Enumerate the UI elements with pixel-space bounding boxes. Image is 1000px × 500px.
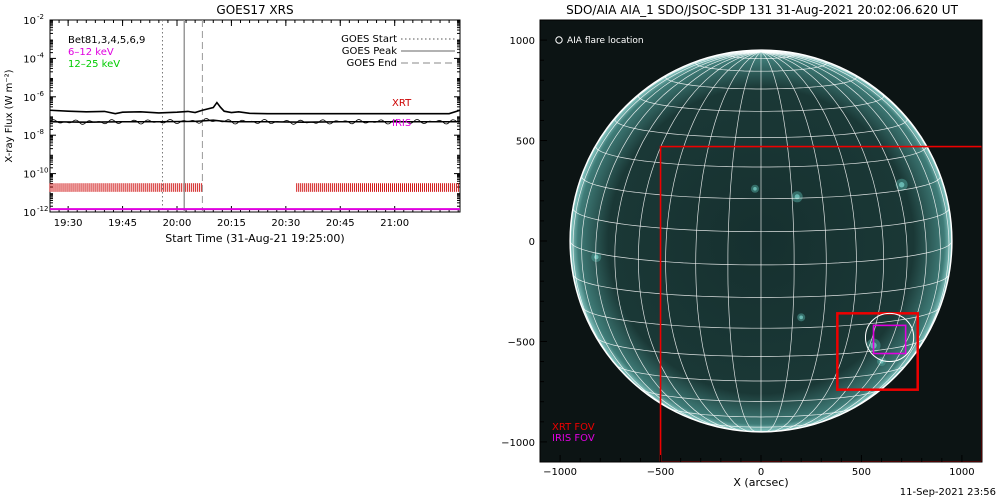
grid-line [760,51,857,432]
goes-x-axis-label: Start Time (31-Aug-21 19:25:00) [165,232,344,245]
goes-right-legend: GOES Start GOES Peak GOES End [341,34,455,69]
flare-location-marker [864,312,915,363]
y-tick-label-base: 10 [23,131,36,142]
x-tick-label: 20:45 [326,218,355,229]
legend-iris-fov: IRIS FOV [552,433,595,444]
goes-left-legend: Bet81,3,4,5,6,9 6–12 keV 12–25 keV [68,35,145,70]
aia-title: SDO/AIA AIA_1 SDO/JSOC-SDP 131 31-Aug-20… [566,3,958,17]
grid-line [637,51,762,431]
grid-line [727,51,762,432]
goes-series [49,101,461,211]
series-line [49,101,461,115]
aia-image-plot: SDO/AIA AIA_1 SDO/JSOC-SDP 131 31-Aug-20… [501,3,983,489]
y-tick-label-base: 10 [23,16,36,27]
grid-line [614,51,762,430]
grid-line [581,51,762,422]
y-tick-label: −1000 [501,438,535,449]
y-tick-label: 500 [516,137,535,148]
goes-event-lines [161,20,203,212]
grid-line [760,51,908,430]
series-noise [49,118,460,125]
footer-timestamp: 11-Sep-2021 23:56 [900,487,996,498]
x-tick-label: 19:30 [54,218,83,229]
x-tick-label: 20:30 [271,218,300,229]
goes-observation-band [49,183,459,192]
aia-y-axis: −1000 −500 0 500 1000 [501,19,547,463]
x-tick-label: 20:15 [217,218,246,229]
legend-goes-start: GOES Start [341,34,397,45]
y-tick-label-base: 10 [23,208,36,219]
grid-line [760,51,941,422]
y-tick-label-exponent: -10 [37,167,48,175]
grid-line [572,51,762,392]
y-tick-label-base: 10 [23,170,36,181]
goes-plot-frame [49,19,461,213]
fov-box [872,324,907,355]
y-tick-label-exponent: -2 [37,13,44,21]
x-tick-label: 500 [852,467,871,478]
legend-flare-location: AIA flare location [567,36,644,46]
grid-line [760,51,885,431]
grid-line [760,51,795,432]
series-label-xrt: XRT [392,98,412,109]
y-tick-label-exponent: -12 [37,205,48,213]
y-tick-label: 1000 [510,36,535,47]
legend-flare-symbol [555,36,563,44]
goes-title: GOES17 XRS [216,3,293,17]
solar-limb [569,49,953,433]
grid-line [595,51,762,428]
grid-line [665,51,762,432]
y-tick-label-exponent: -6 [37,90,45,98]
x-tick-label: −500 [647,467,674,478]
aia-x-axis-label: X (arcsec) [733,476,788,489]
fov-boxes [659,145,982,462]
y-tick-label-exponent: -4 [37,51,45,59]
legend-goes-peak: GOES Peak [342,46,397,57]
fov-box [659,145,982,462]
bright-core [753,186,757,191]
legend-12-25-kev: 12–25 keV [68,59,120,70]
x-tick-label: −1000 [543,467,577,478]
y-tick-label-base: 10 [23,54,36,65]
x-tick-label: 21:00 [380,218,409,229]
aia-x-axis: −1000 −500 0 500 1000 [539,455,983,478]
fov-box [836,312,919,391]
y-tick-label-exponent: -8 [37,128,44,136]
x-tick-label: 19:45 [108,218,137,229]
bright-core [593,254,599,260]
grid-line [760,51,950,392]
grid-line [695,51,762,432]
grid-line [760,51,827,432]
y-tick-label: 0 [529,237,535,248]
goes-y-axis-label: X-ray Flux (W m⁻²) [4,69,15,162]
bright-core [898,182,905,188]
x-tick-label: 20:00 [163,218,192,229]
legend-6-12-kev: 6–12 keV [68,47,114,58]
x-tick-label: 0 [758,467,764,478]
legend-detectors: Bet81,3,4,5,6,9 [68,35,145,46]
legend-xrt-fov: XRT FOV [552,422,595,433]
bright-core [799,315,803,320]
legend-goes-end: GOES End [347,58,397,69]
y-tick-label: −500 [508,337,535,348]
series-label-iris: IRIS [392,118,411,129]
x-tick-label: 1000 [949,467,974,478]
y-tick-label-base: 10 [23,93,36,104]
